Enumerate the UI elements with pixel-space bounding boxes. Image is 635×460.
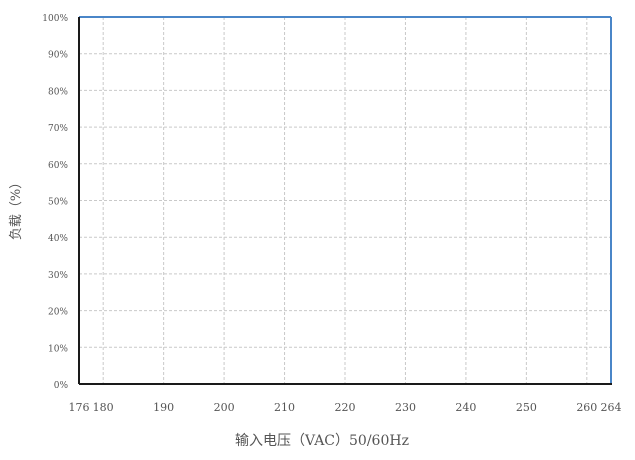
grid	[79, 17, 611, 384]
x-tick-label: 190	[153, 401, 174, 414]
x-tick-label: 250	[516, 401, 537, 414]
x-tick-label: 240	[455, 401, 476, 414]
y-tick-label: 10%	[48, 344, 68, 354]
x-axis-label: 输入电压（VAC）50/60Hz	[235, 433, 409, 449]
x-tick-label: 200	[214, 401, 235, 414]
y-tick-label: 80%	[48, 87, 68, 97]
y-tick-label: 40%	[48, 234, 68, 244]
y-tick-label: 60%	[48, 161, 68, 171]
y-tick-labels: 0% 10% 20% 30% 40% 50% 60% 70% 80% 90% 100%	[42, 14, 68, 391]
y-tick-label: 100%	[42, 14, 68, 24]
x-tick-label: 264	[601, 401, 622, 414]
x-tick-label: 180	[93, 401, 114, 414]
x-tick-label: 176	[69, 401, 90, 414]
x-tick-label: 210	[274, 401, 295, 414]
y-tick-label: 20%	[48, 308, 68, 318]
y-tick-label: 90%	[48, 51, 68, 61]
y-tick-label: 70%	[48, 124, 68, 134]
y-axis-label: 负载（%）	[9, 176, 24, 240]
x-tick-label: 220	[335, 401, 356, 414]
x-tick-label: 260	[576, 401, 597, 414]
axes	[78, 17, 612, 385]
y-tick-label: 30%	[48, 271, 68, 281]
y-tick-label: 0%	[54, 381, 69, 391]
y-tick-label: 50%	[48, 198, 68, 208]
x-tick-label: 230	[395, 401, 416, 414]
x-tick-labels: 176 180 190 200 210 220 230 240 250 260 264	[69, 401, 622, 414]
